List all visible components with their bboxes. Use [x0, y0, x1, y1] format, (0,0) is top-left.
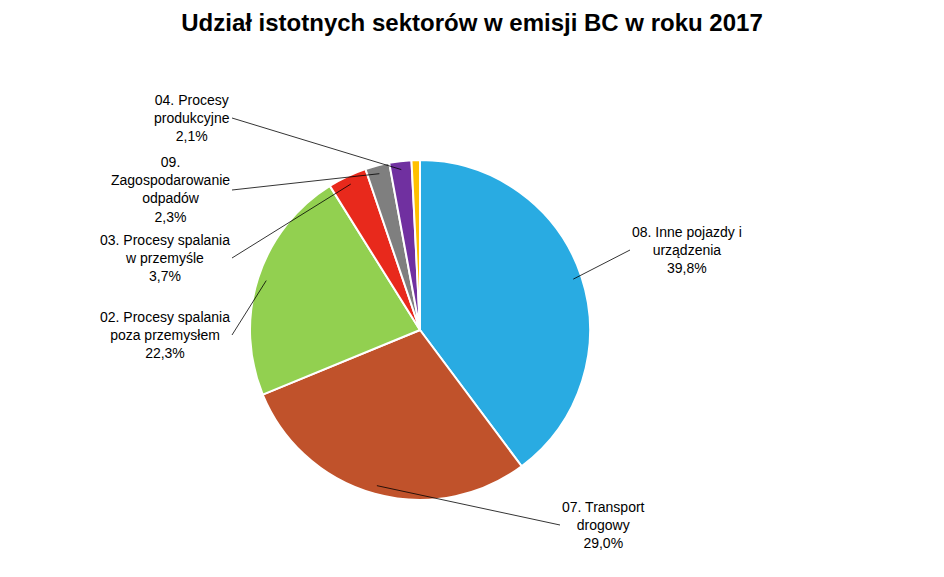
svg-text:04. Procesyprodukcyjne2,1%: 04. Procesyprodukcyjne2,1%: [154, 92, 230, 144]
svg-text:03. Procesy spalaniaw przemyśl: 03. Procesy spalaniaw przemyśle3,7%: [100, 232, 230, 284]
svg-text:08. Inne pojazdy iurządzenia39: 08. Inne pojazdy iurządzenia39,8%: [632, 224, 742, 276]
svg-text:02. Procesy spalaniapoza przem: 02. Procesy spalaniapoza przemysłem22,3%: [100, 309, 230, 361]
svg-text:Udział istotnych sektorów w em: Udział istotnych sektorów w emisji BC w …: [181, 9, 763, 36]
svg-text:09.Zagospodarowanieodpadów2,3%: 09.Zagospodarowanieodpadów2,3%: [111, 154, 230, 225]
svg-text:07. Transportdrogowy29,0%: 07. Transportdrogowy29,0%: [562, 499, 645, 551]
